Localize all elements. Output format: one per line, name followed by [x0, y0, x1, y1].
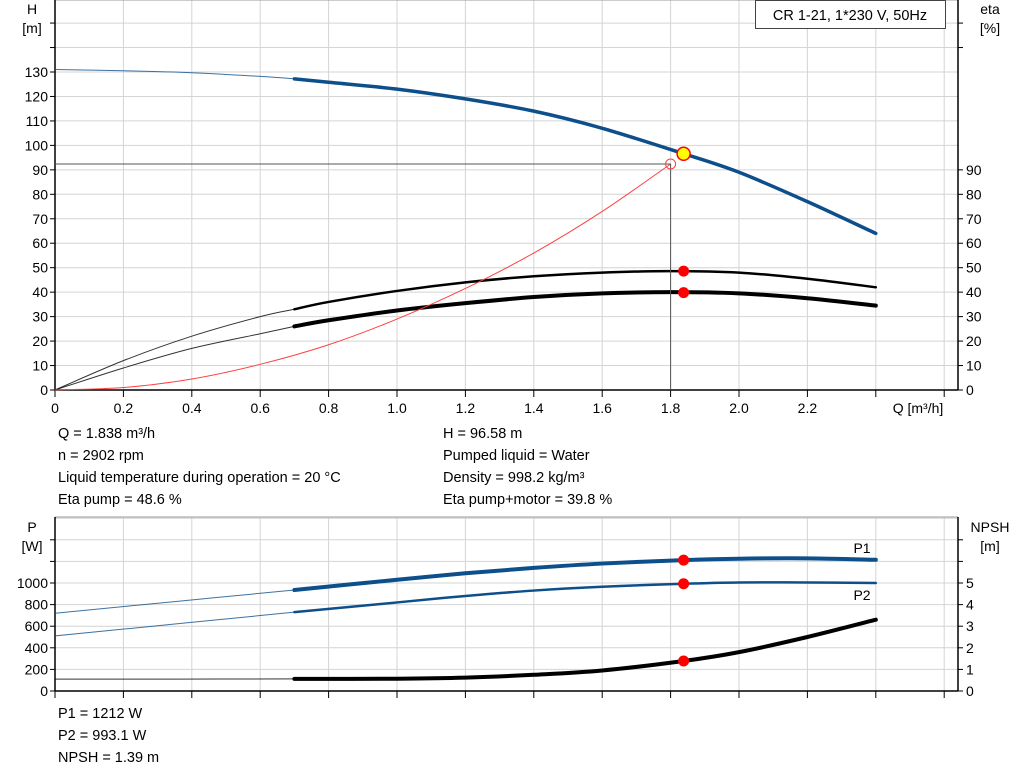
curve-P1-thin	[54, 589, 295, 614]
y-right-tick-label: 10	[966, 358, 982, 374]
y-axis-label-right: [%]	[980, 20, 1000, 36]
info-top-left: Q = 1.838 m³/h n = 2902 rpm Liquid tempe…	[58, 423, 341, 511]
y-tick-label: 90	[32, 162, 48, 178]
y-right-tick-label: 40	[966, 284, 982, 300]
p1-operating-marker	[678, 554, 690, 566]
y-tick-label: 400	[25, 640, 49, 656]
p2-operating-marker	[678, 578, 690, 590]
curve-H-thin	[54, 69, 295, 80]
y-tick-label: 50	[32, 260, 48, 276]
eta-total-operating-marker	[678, 287, 690, 299]
eta-pump-operating-marker	[678, 265, 690, 277]
y-right-tick-label: 90	[966, 162, 982, 178]
y-right-tick-label: 70	[966, 211, 982, 227]
y-tick-label: 80	[32, 186, 48, 202]
y-right-tick-label: 50	[966, 260, 982, 276]
y-tick-label: 110	[26, 113, 49, 129]
x-tick-label: 0.6	[250, 400, 270, 416]
x-tick-label: 1.0	[387, 400, 407, 416]
curve-P2	[293, 581, 878, 614]
title-box	[755, 0, 946, 29]
y-tick-label: 0	[40, 683, 48, 699]
curve-eta_pump	[293, 269, 878, 311]
y-tick-label: 40	[32, 284, 48, 300]
curve-system	[54, 163, 671, 391]
x-axis-label: Q [m³/h]	[893, 400, 944, 416]
y-tick-label: 120	[25, 88, 49, 104]
info-eta-total: Eta pump+motor = 39.8 %	[443, 492, 613, 508]
y-right-tick-label: 0	[966, 382, 974, 398]
y-right-tick-label: 80	[966, 186, 982, 202]
p1-series-label: P1	[853, 540, 870, 556]
info-p1: P1 = 1212 W	[58, 706, 143, 722]
y-tick-label: 20	[32, 333, 48, 349]
x-tick-label: 1.4	[524, 400, 544, 416]
y-tick-label: 1000	[17, 575, 48, 591]
y-right-tick-label: 4	[966, 597, 974, 613]
curve-P1	[292, 556, 878, 593]
curve-H	[292, 77, 878, 236]
y-right-tick-label: 2	[966, 640, 974, 656]
y-axis-label-left: [W]	[22, 538, 43, 554]
curve-eta_total	[292, 290, 878, 329]
y-tick-label: 30	[32, 309, 48, 325]
operating-point-marker	[676, 146, 691, 162]
y-axis-label-right: eta	[980, 1, 1000, 17]
y-axis-label-right: NPSH	[971, 519, 1010, 535]
y-tick-label: 0	[40, 382, 48, 398]
y-right-tick-label: 1	[966, 661, 974, 677]
y-tick-label: 800	[25, 597, 49, 613]
info-pumped-liquid: Pumped liquid = Water	[443, 448, 590, 464]
info-p2: P2 = 993.1 W	[58, 728, 147, 744]
y-tick-label: 600	[25, 618, 49, 634]
y-tick-label: 100	[25, 137, 49, 153]
x-tick-label: 1.2	[456, 400, 476, 416]
y-right-tick-label: 5	[966, 575, 974, 591]
title-box-text: CR 1-21, 1*230 V, 50Hz	[773, 8, 927, 24]
info-bottom: P1 = 1212 W P2 = 993.1 W NPSH = 1.39 m	[58, 703, 159, 769]
curve-P2-thin	[54, 611, 295, 637]
y-right-tick-label: 3	[966, 618, 974, 634]
x-tick-label: 0.8	[319, 400, 339, 416]
y-right-tick-label: 20	[966, 333, 982, 349]
y-axis-label-left: P	[27, 519, 36, 535]
x-tick-label: 0	[51, 400, 59, 416]
y-right-tick-label: 30	[966, 309, 982, 325]
x-tick-label: 2.2	[798, 400, 818, 416]
info-liquid-temp: Liquid temperature during operation = 20…	[58, 470, 341, 486]
y-tick-label: 70	[32, 211, 48, 227]
x-tick-label: 1.6	[592, 400, 612, 416]
info-flow: Q = 1.838 m³/h	[58, 426, 156, 442]
x-tick-label: 2.0	[729, 400, 749, 416]
info-top-right: H = 96.58 m Pumped liquid = Water Densit…	[443, 423, 612, 511]
x-tick-label: 0.4	[182, 400, 202, 416]
curve-eta_pump-thin	[54, 308, 295, 391]
y-right-tick-label: 60	[966, 235, 982, 251]
info-speed: n = 2902 rpm	[58, 448, 144, 464]
info-density: Density = 998.2 kg/m³	[443, 470, 585, 486]
y-axis-label-left: [m]	[22, 20, 41, 36]
y-axis-label-left: H	[27, 1, 37, 17]
y-tick-label: 200	[25, 661, 49, 677]
info-npsh: NPSH = 1.39 m	[58, 750, 160, 766]
info-head: H = 96.58 m	[443, 426, 523, 442]
info-eta-pump: Eta pump = 48.6 %	[58, 492, 182, 508]
y-tick-label: 60	[32, 235, 48, 251]
y-axis-label-right: [m]	[980, 538, 999, 554]
y-tick-label: 130	[25, 64, 49, 80]
y-right-tick-label: 0	[966, 683, 974, 699]
p2-series-label: P2	[853, 587, 870, 603]
x-tick-label: 1.8	[661, 400, 681, 416]
npsh-operating-marker	[678, 655, 690, 667]
duty-point-marker	[665, 158, 677, 170]
y-tick-label: 10	[32, 358, 48, 374]
x-tick-label: 0.2	[114, 400, 134, 416]
curve-NPSH	[292, 617, 878, 681]
curve-eta_total-thin	[54, 325, 295, 391]
